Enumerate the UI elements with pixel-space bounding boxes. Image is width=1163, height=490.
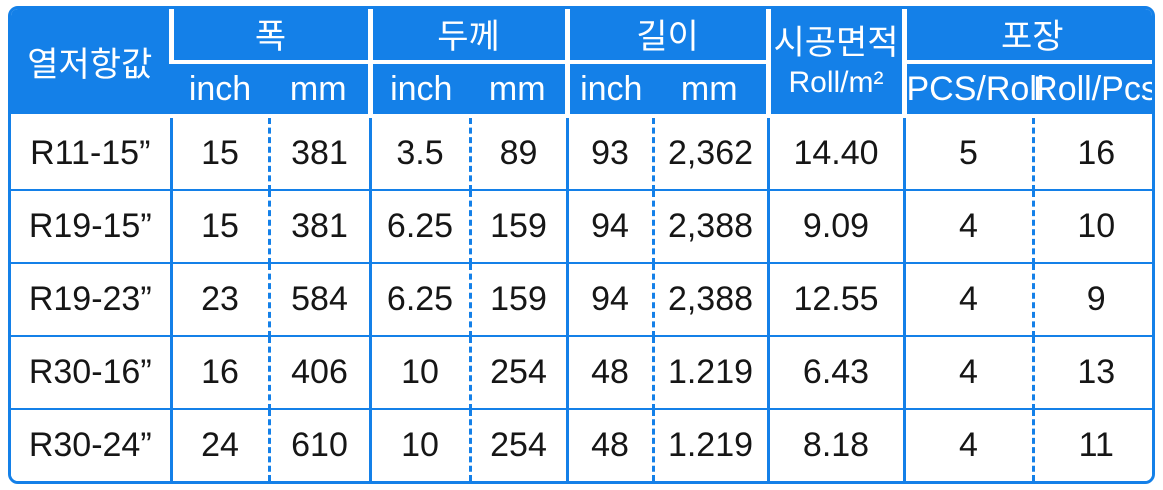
spec-table: 열저항값 폭 두께 길이 시공면적 Roll/m² 포장 inch mm inc… xyxy=(8,6,1155,484)
cell-area: 9.09 xyxy=(766,189,904,263)
table-row: R30-16” 16 406 10 254 48 1.219 6.43 4 13 xyxy=(11,335,1152,409)
cell-thickness-inch: 3.5 xyxy=(368,115,470,190)
cell-length-inch: 48 xyxy=(565,335,653,409)
header-length-group: 길이 xyxy=(564,9,768,64)
row-label: R19-23” xyxy=(11,262,171,336)
row-label: R30-16” xyxy=(11,335,171,409)
header-width-group: 폭 xyxy=(168,9,370,64)
header-area-group: 시공면적 Roll/m² xyxy=(765,9,904,118)
table-row: R30-24” 24 610 10 254 48 1.219 8.18 4 11 xyxy=(11,408,1152,481)
cell-width-inch: 23 xyxy=(169,262,269,336)
cell-thickness-inch: 10 xyxy=(368,408,470,481)
table-row: R11-15” 15 381 3.5 89 93 2,362 14.40 5 1… xyxy=(11,115,1152,190)
header-area-label: 시공면적 xyxy=(773,23,899,62)
cell-thickness-inch: 10 xyxy=(368,335,470,409)
cell-width-inch: 24 xyxy=(169,408,269,481)
header-thickness-inch: inch xyxy=(367,62,470,118)
header-roll-pcs: Roll/Pcs xyxy=(1033,62,1152,118)
header-area-unit: Roll/m² xyxy=(788,66,884,99)
row-label: R19-15” xyxy=(11,189,171,263)
cell-thickness-mm: 89 xyxy=(468,115,567,190)
header-length-mm: mm xyxy=(653,62,768,118)
header-packaging-group: 포장 xyxy=(901,9,1152,64)
cell-width-inch: 15 xyxy=(169,115,269,190)
cell-thickness-mm: 159 xyxy=(468,262,567,336)
cell-roll-pcs: 11 xyxy=(1031,408,1152,481)
cell-pcs-roll: 4 xyxy=(902,189,1033,263)
cell-length-mm: 2,388 xyxy=(651,189,768,263)
cell-length-mm: 1.219 xyxy=(651,335,768,409)
cell-thickness-mm: 254 xyxy=(468,335,567,409)
cell-area: 14.40 xyxy=(766,115,904,190)
cell-length-mm: 1.219 xyxy=(651,408,768,481)
header-width-inch: inch xyxy=(171,62,269,118)
header-thermal-resistance: 열저항값 xyxy=(11,9,171,118)
cell-pcs-roll: 4 xyxy=(902,408,1033,481)
cell-length-inch: 48 xyxy=(565,408,653,481)
header-pcs-roll: PCS/Roll xyxy=(901,62,1044,118)
table-row: R19-15” 15 381 6.25 159 94 2,388 9.09 4 … xyxy=(11,189,1152,263)
cell-length-inch: 94 xyxy=(565,189,653,263)
insulation-spec-table: 열저항값 폭 두께 길이 시공면적 Roll/m² 포장 inch mm inc… xyxy=(11,9,1152,481)
cell-thickness-inch: 6.25 xyxy=(368,262,470,336)
row-label: R11-15” xyxy=(11,115,171,190)
cell-thickness-mm: 254 xyxy=(468,408,567,481)
cell-thickness-inch: 6.25 xyxy=(368,189,470,263)
cell-length-inch: 93 xyxy=(565,115,653,190)
cell-width-inch: 15 xyxy=(169,189,269,263)
cell-length-mm: 2,362 xyxy=(651,115,768,190)
cell-roll-pcs: 9 xyxy=(1031,262,1152,336)
cell-pcs-roll: 4 xyxy=(902,335,1033,409)
cell-width-mm: 406 xyxy=(267,335,370,409)
table-row: R19-23” 23 584 6.25 159 94 2,388 12.55 4… xyxy=(11,262,1152,336)
cell-width-mm: 381 xyxy=(267,115,370,190)
header-length-inch: inch xyxy=(564,62,653,118)
table-body: R11-15” 15 381 3.5 89 93 2,362 14.40 5 1… xyxy=(11,115,1152,481)
cell-length-mm: 2,388 xyxy=(651,262,768,336)
cell-width-inch: 16 xyxy=(169,335,269,409)
cell-width-mm: 584 xyxy=(267,262,370,336)
header-width-mm: mm xyxy=(269,62,370,118)
cell-area: 12.55 xyxy=(766,262,904,336)
cell-width-mm: 610 xyxy=(267,408,370,481)
cell-roll-pcs: 10 xyxy=(1031,189,1152,263)
cell-area: 6.43 xyxy=(766,335,904,409)
cell-roll-pcs: 13 xyxy=(1031,335,1152,409)
cell-area: 8.18 xyxy=(766,408,904,481)
cell-thickness-mm: 159 xyxy=(468,189,567,263)
cell-pcs-roll: 4 xyxy=(902,262,1033,336)
cell-width-mm: 381 xyxy=(267,189,370,263)
cell-pcs-roll: 5 xyxy=(902,115,1033,190)
row-label: R30-24” xyxy=(11,408,171,481)
header-thickness-mm: mm xyxy=(470,62,567,118)
header-thickness-group: 두께 xyxy=(367,9,567,64)
cell-roll-pcs: 16 xyxy=(1031,115,1152,190)
table-header: 열저항값 폭 두께 길이 시공면적 Roll/m² 포장 inch mm inc… xyxy=(11,9,1152,118)
cell-length-inch: 94 xyxy=(565,262,653,336)
